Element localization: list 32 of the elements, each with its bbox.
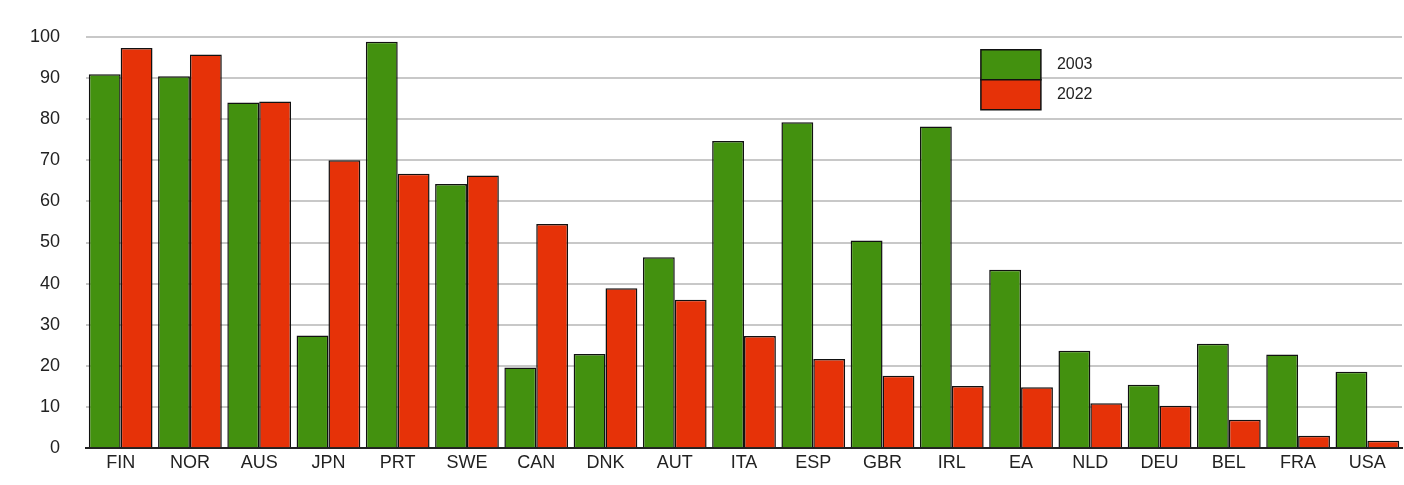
y-tick-label: 60 [40, 190, 61, 211]
x-tick-label: GBR [863, 451, 903, 472]
x-tick-label: DEU [1140, 451, 1179, 472]
y-tick-label: 10 [40, 396, 61, 417]
x-tick-label: PRT [379, 451, 416, 472]
x-tick-label: DNK [586, 451, 625, 472]
x-tick-label: JPN [311, 451, 346, 472]
x-tick-label: NOR [169, 451, 210, 472]
x-tick-label: ESP [795, 451, 832, 472]
x-tick-label: IRL [937, 451, 966, 472]
y-tick-label: 70 [40, 149, 61, 170]
y-tick-label: 20 [40, 354, 61, 375]
legend-label: 2022 [1056, 85, 1093, 103]
y-tick-label: 80 [40, 108, 61, 129]
x-tick-label: ITA [730, 451, 758, 472]
x-tick-label: FIN [106, 451, 136, 472]
x-tick-label: FRA [1280, 451, 1317, 472]
x-tick-label: EA [1009, 451, 1034, 472]
x-tick-label: AUS [240, 451, 278, 472]
x-tick-label: CAN [517, 451, 556, 472]
y-tick-label: 90 [40, 66, 61, 87]
x-tick-label: SWE [446, 451, 488, 472]
x-tick-label: BEL [1211, 451, 1246, 472]
y-tick-label: 30 [40, 313, 61, 334]
legend-label: 2003 [1056, 55, 1093, 73]
x-tick-label: AUT [656, 451, 693, 472]
x-tick-label: USA [1348, 451, 1386, 472]
y-tick-label: 40 [40, 272, 61, 293]
x-tick-label: NLD [1072, 451, 1109, 472]
y-tick-label: 50 [40, 231, 61, 252]
y-tick-label: 0 [50, 437, 61, 458]
y-tick-label: 100 [29, 25, 61, 46]
